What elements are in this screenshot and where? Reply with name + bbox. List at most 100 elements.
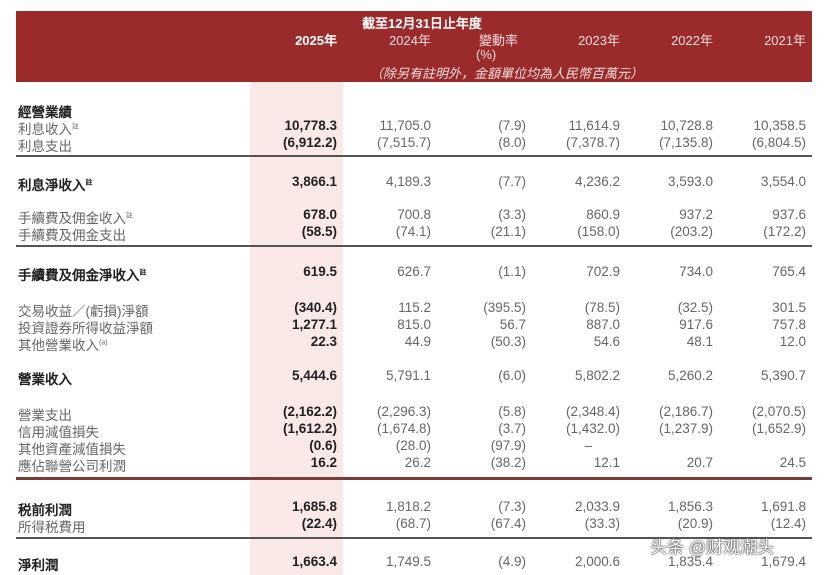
table-cell: (28.0) xyxy=(395,438,431,453)
footnote-marker: 註 xyxy=(72,123,79,131)
row-label-text: 營業收入 xyxy=(18,372,72,387)
table-cell: 700.8 xyxy=(397,207,431,222)
table-cell: (1,652.9) xyxy=(751,421,806,436)
table-cell: 11,614.9 xyxy=(568,118,620,133)
table-cell: (3.3) xyxy=(498,207,526,222)
table-cell: (22.4) xyxy=(301,516,337,531)
table-cell: (6,804.5) xyxy=(751,135,806,150)
table-cell: (7.7) xyxy=(498,174,526,189)
column-header: 2021年 xyxy=(764,33,806,48)
row-label-text: 應佔聯營公司利潤 xyxy=(18,459,126,474)
table-cell: 1,691.8 xyxy=(760,499,806,514)
row-label-text: 所得税費用 xyxy=(18,520,86,535)
row-label-text: 利息淨收入 xyxy=(18,178,86,193)
table-cell: 10,358.5 xyxy=(753,118,806,133)
row-label-text: 手續費及佣金淨收入 xyxy=(18,268,140,283)
table-cell: 5,791.1 xyxy=(385,368,431,383)
table-cell: 5,444.6 xyxy=(291,368,337,383)
table-cell: 10,728.8 xyxy=(660,118,713,133)
table-cell: (340.4) xyxy=(294,300,337,315)
table-cell: – xyxy=(584,438,592,453)
highlight-column-2025 xyxy=(250,82,343,575)
table-cell: 702.9 xyxy=(586,264,620,279)
table-cell: (2,296.3) xyxy=(376,404,431,419)
table-cell: 5,390.7 xyxy=(760,368,806,383)
table-cell: (1,237.9) xyxy=(658,421,713,436)
table-cell: (203.2) xyxy=(670,224,713,239)
row-label-text: 税前利潤 xyxy=(18,503,72,518)
table-cell: (33.3) xyxy=(584,516,620,531)
unit-note: （除另有註明外，金額單位均為人民幣百萬元） xyxy=(370,66,644,81)
column-header: 2025年 xyxy=(295,33,337,48)
row-label-text: 淨利潤 xyxy=(18,558,59,573)
row-label: 其他營業收入(a) xyxy=(18,334,108,354)
table-cell: 1,685.8 xyxy=(291,499,337,514)
row-label-text: 利息收入 xyxy=(18,122,72,137)
table-cell: (158.0) xyxy=(577,224,620,239)
table-cell: (21.1) xyxy=(490,224,526,239)
table-cell: (172.2) xyxy=(763,224,806,239)
table-cell: 815.0 xyxy=(397,317,431,332)
divider xyxy=(16,537,812,539)
table-cell: 5,802.2 xyxy=(574,368,620,383)
table-cell: 22.3 xyxy=(310,334,337,349)
table-cell: (12.4) xyxy=(770,516,806,531)
table-cell: 4,236.2 xyxy=(574,174,620,189)
table-cell: 10,778.3 xyxy=(284,118,337,133)
table-cell: 20.7 xyxy=(686,455,713,470)
table-cell: 56.7 xyxy=(499,317,526,332)
row-label-text: 其他資產減值損失 xyxy=(18,442,126,457)
table-cell: (67.4) xyxy=(490,516,526,531)
table-cell: (20.9) xyxy=(677,516,713,531)
table-cell: 16.2 xyxy=(310,455,337,470)
row-label: 淨利潤 xyxy=(18,554,59,574)
table-cell: (1,674.8) xyxy=(376,421,431,436)
table-cell: 1,818.2 xyxy=(385,499,431,514)
row-label: 投資證券所得收益淨額 xyxy=(18,317,153,337)
column-header: 2023年 xyxy=(578,33,620,48)
row-label: 所得税費用 xyxy=(18,516,86,536)
row-label: 手續費及佣金淨收入註 xyxy=(18,264,147,284)
table-cell: (2,162.2) xyxy=(282,404,337,419)
table-cell: (6.0) xyxy=(498,368,526,383)
table-cell: 1,679.4 xyxy=(760,554,806,569)
row-label: 應佔聯營公司利潤 xyxy=(18,455,126,475)
table-cell: 48.1 xyxy=(686,334,713,349)
table-cell: 765.4 xyxy=(772,264,806,279)
row-label: 手續費及佣金支出 xyxy=(18,224,126,244)
table-cell: 887.0 xyxy=(586,317,620,332)
row-label: 利息收入註 xyxy=(18,118,79,138)
table-cell: (7.3) xyxy=(498,499,526,514)
table-cell: 12.0 xyxy=(779,334,806,349)
table-cell: (0.6) xyxy=(309,438,337,453)
table-cell: (74.1) xyxy=(395,224,431,239)
table-cell: 678.0 xyxy=(303,207,337,222)
table-cell: 1,856.3 xyxy=(667,499,713,514)
table-cell: (2,070.5) xyxy=(751,404,806,419)
table-cell: (5.8) xyxy=(498,404,526,419)
table-cell: 44.9 xyxy=(404,334,431,349)
table-cell: 937.6 xyxy=(772,207,806,222)
table-cell: 1,749.5 xyxy=(385,554,431,569)
row-label: 其他資產減值損失 xyxy=(18,438,126,458)
column-header: 2022年 xyxy=(671,33,713,48)
table-cell: (97.9) xyxy=(490,438,526,453)
divider xyxy=(16,245,812,247)
table-cell: 1,663.4 xyxy=(291,554,337,569)
table-cell: (4.9) xyxy=(498,554,526,569)
table-cell: 2,033.9 xyxy=(574,499,620,514)
column-header: 2024年 xyxy=(389,33,431,48)
column-header: 變動率 xyxy=(478,33,518,48)
row-label-text: 交易收益／(虧損)淨額 xyxy=(18,304,149,319)
table-cell: (395.5) xyxy=(483,300,526,315)
table-cell: (7,378.7) xyxy=(565,135,620,150)
table-cell: (1.1) xyxy=(498,264,526,279)
footnote-marker: (a) xyxy=(99,339,108,347)
table-cell: (68.7) xyxy=(395,516,431,531)
table-cell: (50.3) xyxy=(490,334,526,349)
row-label-text: 投資證券所得收益淨額 xyxy=(18,321,153,336)
table-cell: 12.1 xyxy=(593,455,620,470)
table-cell: 619.5 xyxy=(303,264,337,279)
table-cell: 3,866.1 xyxy=(291,174,337,189)
row-label: 經營業績 xyxy=(18,101,72,121)
